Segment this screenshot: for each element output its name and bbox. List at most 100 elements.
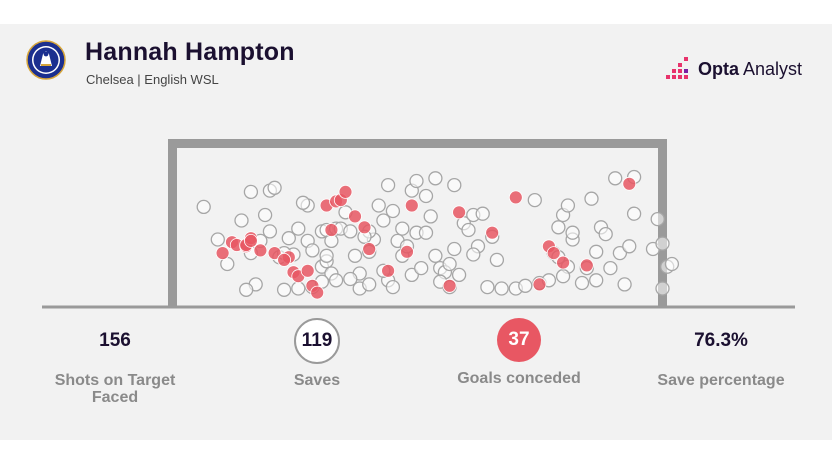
goal-point-27 — [442, 278, 457, 293]
save-point-103 — [655, 236, 670, 251]
save-point-11 — [267, 180, 282, 195]
save-point-86 — [574, 275, 590, 291]
goal-point-6 — [243, 233, 258, 248]
brand-light: Analyst — [739, 58, 803, 79]
save-point-114 — [555, 269, 571, 284]
goal-point-1 — [215, 246, 230, 261]
save-point-93 — [603, 260, 618, 276]
brand-logo: Opta Analyst — [666, 54, 802, 84]
save-point-20 — [295, 195, 311, 210]
save-point-62 — [447, 241, 462, 257]
save-point-66 — [461, 222, 476, 238]
goals-value: 37 — [497, 318, 541, 362]
save-point-2 — [210, 232, 225, 247]
goal-point-8 — [267, 246, 282, 261]
save-point-109 — [343, 271, 358, 287]
save-point-101 — [655, 281, 670, 296]
save-point-18 — [291, 221, 306, 236]
save-point-45 — [385, 279, 401, 295]
player-name: Hannah Hampton — [85, 38, 295, 66]
save-point-94 — [608, 171, 623, 186]
goal-frame — [42, 139, 795, 309]
stat-shots: 156 Shots on Target Faced — [20, 318, 210, 406]
save-point-43 — [385, 203, 401, 219]
save-point-76 — [527, 192, 542, 208]
goal-point-29 — [485, 225, 500, 240]
goal-point-36 — [622, 176, 637, 191]
save-point-4 — [243, 184, 259, 200]
save-point-74 — [518, 278, 533, 293]
goals-label: Goals conceded — [457, 370, 581, 387]
save-point-53 — [409, 173, 424, 189]
shots-value: 156 — [99, 330, 131, 351]
goal-point-15 — [310, 285, 325, 300]
save-point-12 — [262, 224, 278, 239]
save-point-68 — [466, 247, 481, 262]
save-point-96 — [617, 277, 632, 292]
saves-value: 119 — [294, 318, 340, 364]
save-point-97 — [622, 239, 637, 254]
goal-point-10 — [277, 252, 292, 267]
goal-point-33 — [546, 246, 561, 261]
goal-point-28 — [452, 205, 467, 220]
save-point-42 — [380, 177, 396, 193]
save-point-56 — [418, 188, 434, 204]
save-point-47 — [395, 221, 410, 236]
stat-goals: 37 Goals conceded — [424, 318, 614, 387]
save-point-115 — [489, 252, 505, 268]
club-league: Chelsea | English WSL — [86, 72, 219, 87]
goal-point-23 — [362, 242, 377, 256]
save-point-36 — [347, 248, 363, 263]
save-point-3 — [234, 213, 249, 228]
shots-label: Shots on Target Faced — [54, 372, 176, 406]
save-point-89 — [584, 191, 599, 206]
goal-point-35 — [579, 258, 594, 273]
save-point-0 — [196, 199, 211, 215]
save-point-80 — [551, 220, 566, 235]
save-point-85 — [565, 225, 580, 240]
save-point-41 — [371, 198, 386, 213]
save-point-72 — [494, 281, 509, 296]
save-point-7 — [239, 282, 254, 297]
save-point-28 — [319, 248, 334, 263]
save-point-63 — [447, 177, 462, 193]
saves-label: Saves — [293, 372, 341, 389]
goal-point-30 — [508, 190, 523, 205]
save-point-15 — [281, 231, 296, 246]
goal-point-7 — [253, 243, 268, 258]
goal-point-34 — [556, 255, 570, 270]
goal-point-22 — [357, 220, 372, 235]
save-point-104 — [664, 256, 680, 272]
save-point-119 — [626, 206, 642, 221]
left-post — [168, 139, 177, 307]
opta-mark-icon — [666, 57, 688, 79]
save-point-69 — [480, 279, 495, 295]
goal-point-20 — [338, 184, 353, 199]
save-point-88 — [589, 244, 604, 259]
goal-point-16 — [324, 223, 339, 237]
save-point-112 — [442, 256, 457, 272]
save-percentage-value: 76.3% — [694, 330, 748, 351]
save-point-105 — [428, 171, 443, 186]
stat-save-percentage: 76.3% Save percentage — [626, 318, 816, 389]
save-point-82 — [560, 198, 576, 213]
save-point-17 — [291, 281, 306, 296]
save-point-33 — [343, 224, 358, 239]
save-point-71 — [475, 206, 490, 221]
goal-point-31 — [532, 277, 547, 292]
save-point-55 — [418, 225, 434, 240]
shot-map-card: Hannah Hampton Chelsea | English WSL Opt… — [0, 24, 832, 440]
stat-saves: 119 Saves — [222, 318, 412, 389]
save-point-92 — [598, 226, 613, 242]
save-point-108 — [328, 273, 344, 288]
save-point-118 — [423, 209, 438, 224]
goals-series — [215, 176, 637, 300]
save-point-100 — [650, 211, 665, 227]
goal-point-25 — [400, 244, 414, 259]
crossbar — [168, 139, 667, 148]
goal-point-21 — [348, 209, 362, 224]
chelsea-crest-icon — [26, 40, 66, 80]
save-point-113 — [451, 267, 467, 283]
save-point-40 — [376, 213, 391, 228]
